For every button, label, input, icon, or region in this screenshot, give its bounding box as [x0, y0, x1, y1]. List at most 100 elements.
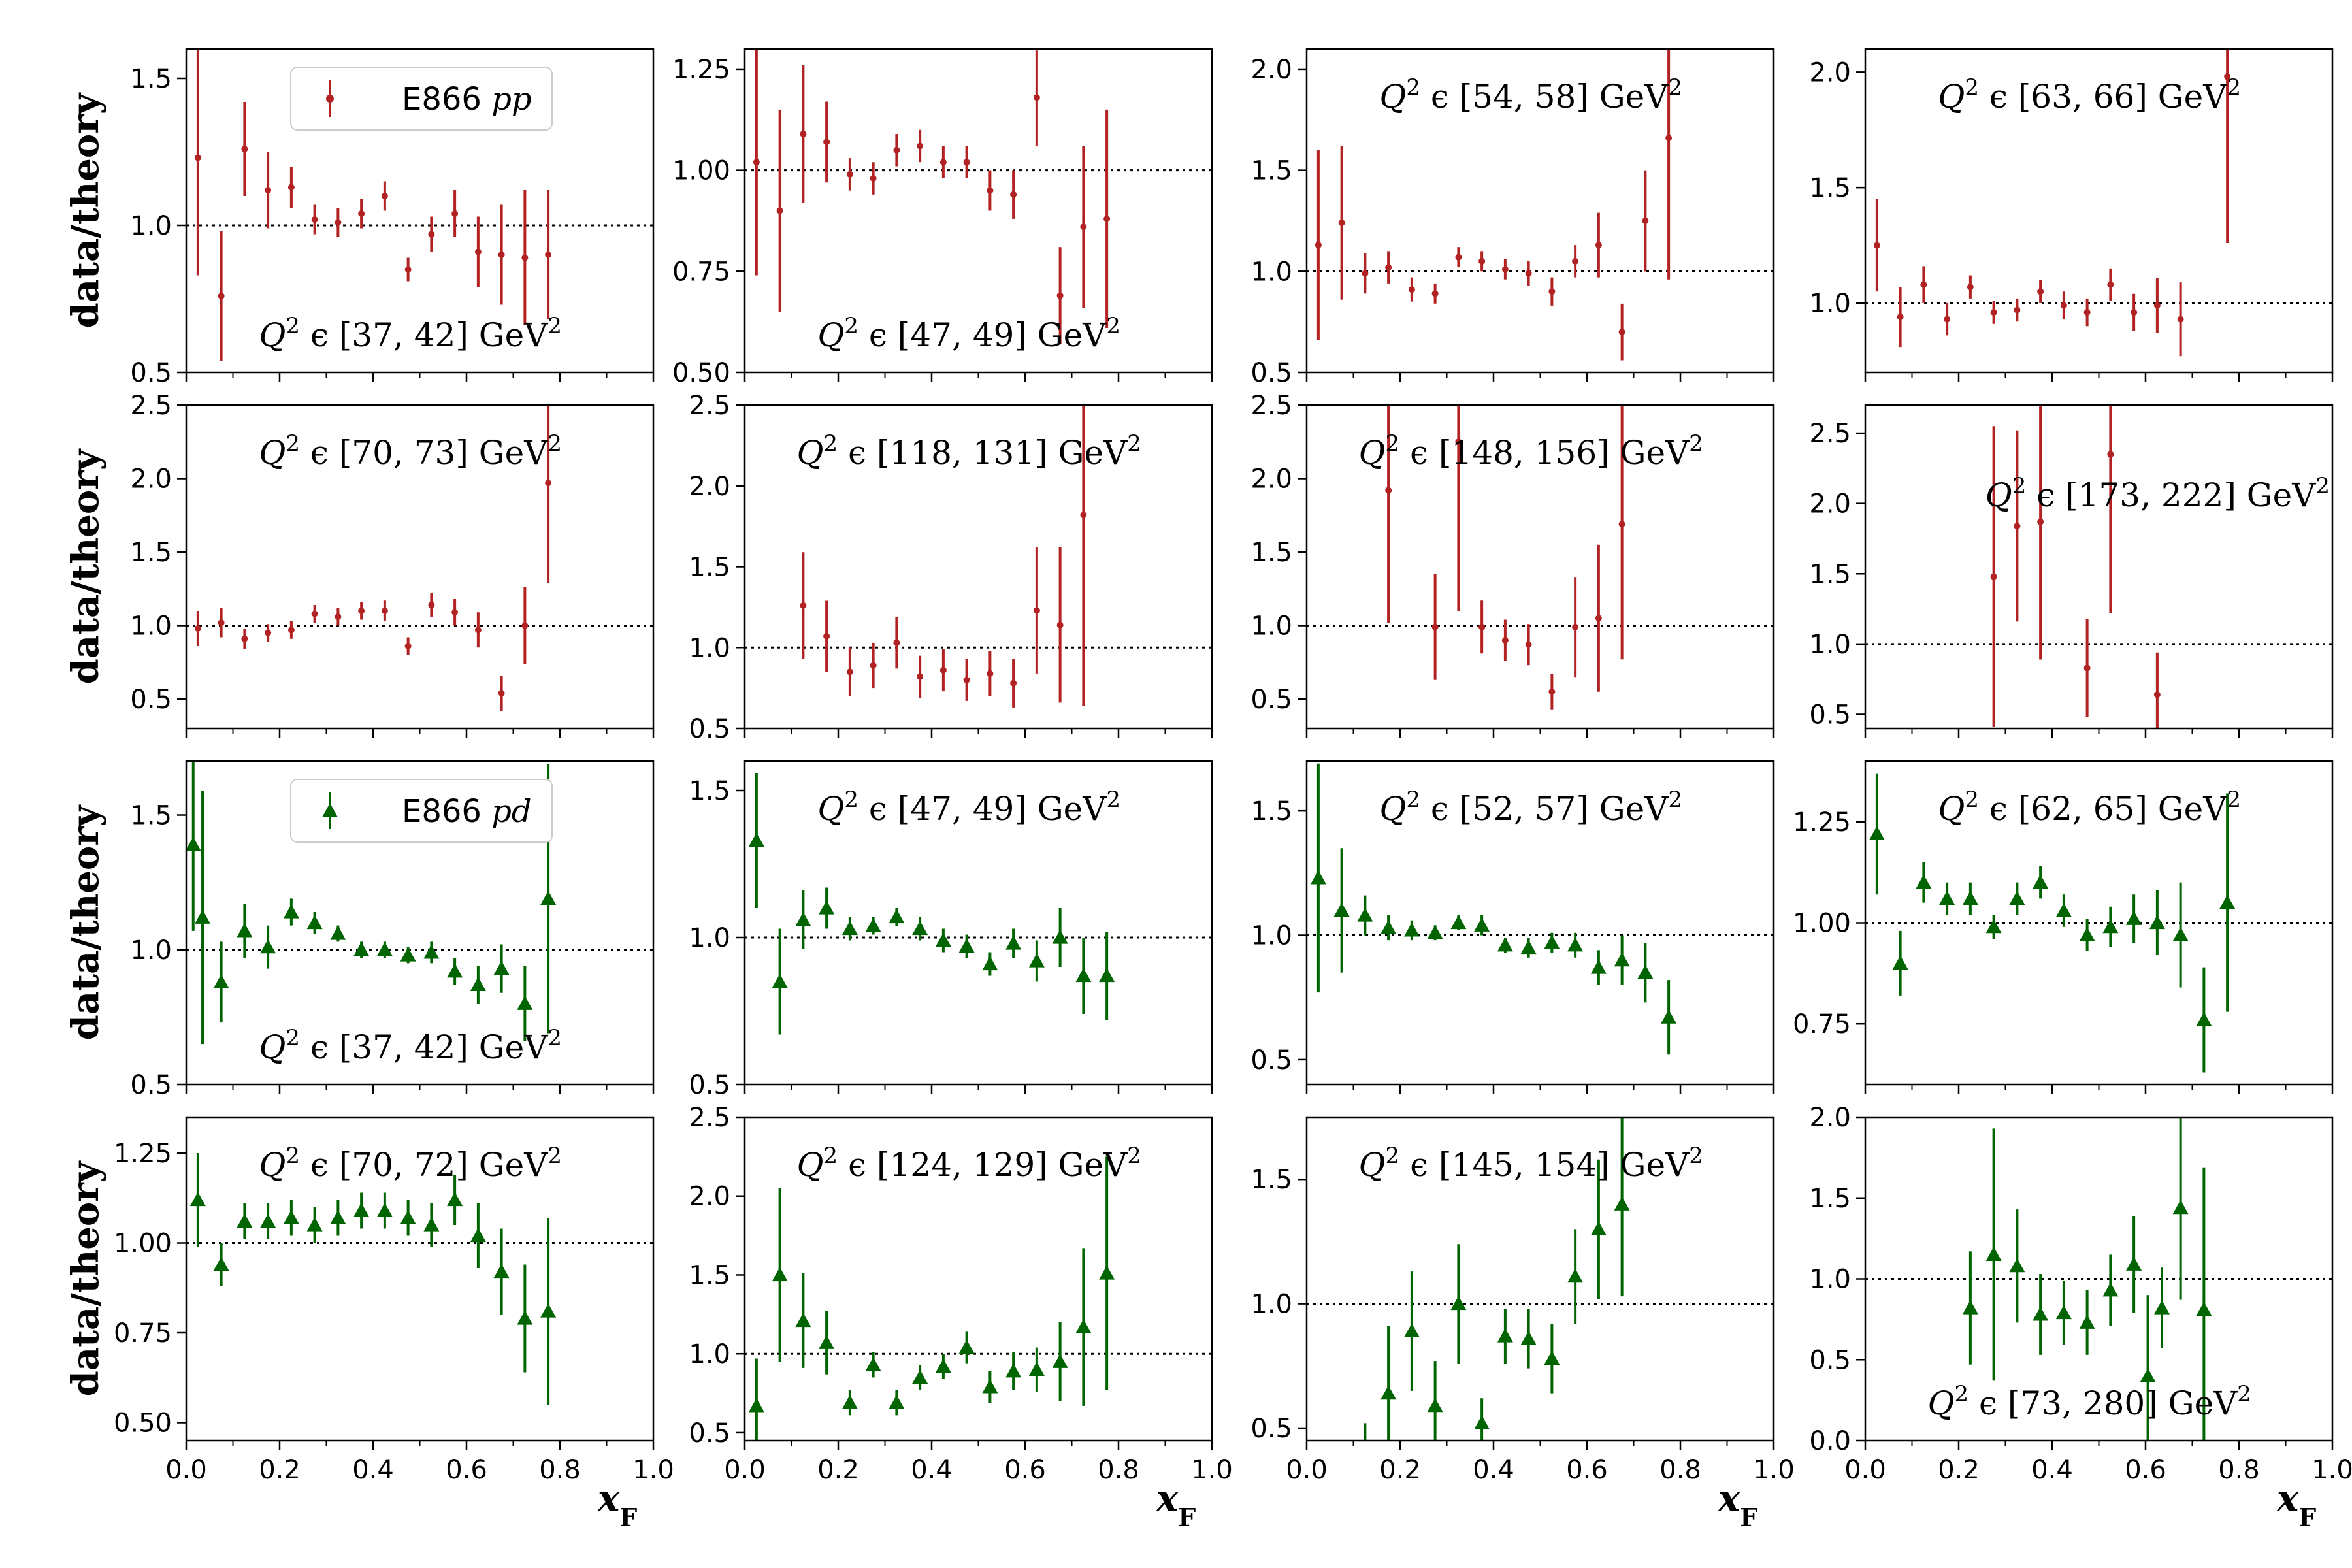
data-point — [1056, 621, 1064, 629]
data-point — [823, 632, 830, 640]
bin-annotation: Q2 ϵ [47, 49] GeV2 — [817, 313, 1120, 354]
data-point — [987, 670, 994, 677]
data-point — [1544, 934, 1560, 949]
x-axis-label: xF — [597, 1477, 637, 1532]
data-point — [1548, 288, 1556, 295]
x-tick-label: 0.4 — [352, 1455, 394, 1485]
data-point — [1103, 215, 1111, 222]
data-point — [1618, 329, 1625, 336]
data-point — [795, 912, 811, 926]
x-tick-label: 0.2 — [1938, 1455, 1980, 1485]
y-tick-label: 1.0 — [1250, 1290, 1292, 1320]
legend-marker-icon — [322, 803, 338, 817]
y-tick-label: 1.0 — [689, 1339, 730, 1369]
data-point — [2037, 518, 2044, 525]
data-point — [311, 610, 318, 617]
data-point — [1567, 1268, 1584, 1283]
x-tick-label: 0.2 — [1379, 1455, 1421, 1485]
legend-marker-icon — [326, 95, 334, 103]
data-series — [1364, 1117, 1630, 1441]
data-point — [2083, 309, 2091, 316]
data-point — [1595, 615, 1602, 622]
data-point — [800, 130, 807, 137]
data-point — [1033, 607, 1040, 614]
data-point — [283, 1210, 299, 1224]
x-tick-label: 0.8 — [1659, 1455, 1701, 1485]
data-point — [517, 1311, 533, 1325]
data-point — [241, 146, 248, 152]
data-point — [2079, 927, 2095, 941]
y-axis-label: data/theory — [64, 448, 107, 684]
data-series — [1315, 49, 1673, 361]
data-point — [1010, 679, 1017, 687]
data-point — [1990, 309, 1997, 316]
data-point — [1920, 281, 1927, 288]
x-tick-label: 1.0 — [1753, 1455, 1795, 1485]
data-point — [1520, 1330, 1537, 1345]
x-tick-label: 0.4 — [911, 1455, 953, 1485]
data-point — [1590, 1221, 1607, 1235]
bin-annotation: Q2 ϵ [54, 58] GeV2 — [1379, 74, 1682, 116]
bin-annotation: Q2 ϵ [62, 65] GeV2 — [1938, 787, 2241, 828]
data-point — [1520, 939, 1537, 955]
data-point — [1962, 1300, 1978, 1315]
data-point — [1427, 924, 1443, 939]
data-point — [1385, 487, 1392, 494]
y-tick-label: 1.5 — [130, 801, 172, 831]
data-point — [870, 175, 877, 182]
y-tick-label: 2.0 — [1809, 57, 1851, 88]
data-point — [1990, 573, 1997, 580]
x-tick-label: 0.0 — [165, 1455, 207, 1485]
data-point — [1075, 968, 1092, 983]
y-tick-label: 0.5 — [689, 714, 730, 744]
y-tick-label: 1.0 — [130, 211, 172, 241]
y-tick-label: 0.5 — [1809, 1345, 1851, 1375]
subplot-11: 0.5 1.0 1.5 Q2 ϵ [52, 57] GeV2 — [1250, 760, 1775, 1094]
y-tick-label: 2.0 — [689, 472, 730, 502]
data-point — [865, 918, 881, 932]
y-tick-label: 1.5 — [1250, 796, 1292, 826]
y-tick-label: 0.5 — [689, 1070, 730, 1100]
data-point — [521, 254, 529, 261]
y-tick-label: 1.5 — [130, 538, 172, 568]
data-point — [330, 1210, 346, 1224]
x-tick-label: 0.8 — [2218, 1455, 2260, 1485]
data-point — [474, 248, 482, 255]
data-point — [893, 146, 900, 154]
data-point — [189, 1192, 206, 1207]
data-point — [1099, 1266, 1115, 1280]
subplot-2: 0.50 0.75 1.00 1.25 Q2 ϵ [47, 49] GeV2 — [672, 48, 1213, 388]
data-point — [917, 142, 924, 150]
data-point — [1873, 242, 1880, 249]
data-point — [1005, 936, 1022, 950]
data-point — [1450, 915, 1467, 930]
x-tick-label: 0.8 — [539, 1455, 581, 1485]
data-point — [1052, 1354, 1068, 1368]
subplot-10: 0.5 1.0 1.5 Q2 ϵ [47, 49] GeV2 — [689, 760, 1213, 1100]
bin-annotation: Q2 ϵ [145, 154] GeV2 — [1359, 1143, 1703, 1184]
data-point — [1080, 223, 1087, 231]
legend-label: E866 pp — [402, 81, 532, 118]
bin-annotation: Q2 ϵ [37, 42] GeV2 — [259, 313, 562, 354]
subplot-8: 0.5 1.0 1.5 2.0 2.5 Q2 ϵ [173, 222] GeV2 — [1809, 404, 2334, 738]
subplot-14: 0.0 0.2 0.4 0.6 0.8 1.0 0.5 1.0 1.5 2.0 2.5 Q2 ϵ [1… — [689, 1103, 1232, 1532]
data-series — [1962, 1117, 2212, 1441]
x-tick-label: 0.4 — [2031, 1455, 2073, 1485]
data-point — [1362, 270, 1369, 277]
data-point — [260, 1213, 276, 1228]
y-axis-label: data/theory — [64, 92, 107, 328]
y-tick-label: 0.5 — [1809, 700, 1851, 730]
data-point — [311, 216, 318, 223]
data-point — [1916, 874, 1932, 889]
y-tick-label: 0.75 — [1793, 1009, 1851, 1039]
axes-frame — [1864, 760, 2334, 1086]
subplot-4: 1.0 1.5 2.0 Q2 ϵ [63, 66] GeV2 — [1809, 48, 2334, 382]
data-point — [2177, 316, 2184, 323]
axes-frame — [185, 48, 655, 374]
y-tick-label: 0.5 — [130, 1070, 172, 1100]
data-point — [451, 609, 459, 616]
bin-annotation: Q2 ϵ [173, 222] GeV2 — [1985, 473, 2330, 514]
data-point — [917, 673, 924, 680]
data-point — [470, 1228, 486, 1243]
